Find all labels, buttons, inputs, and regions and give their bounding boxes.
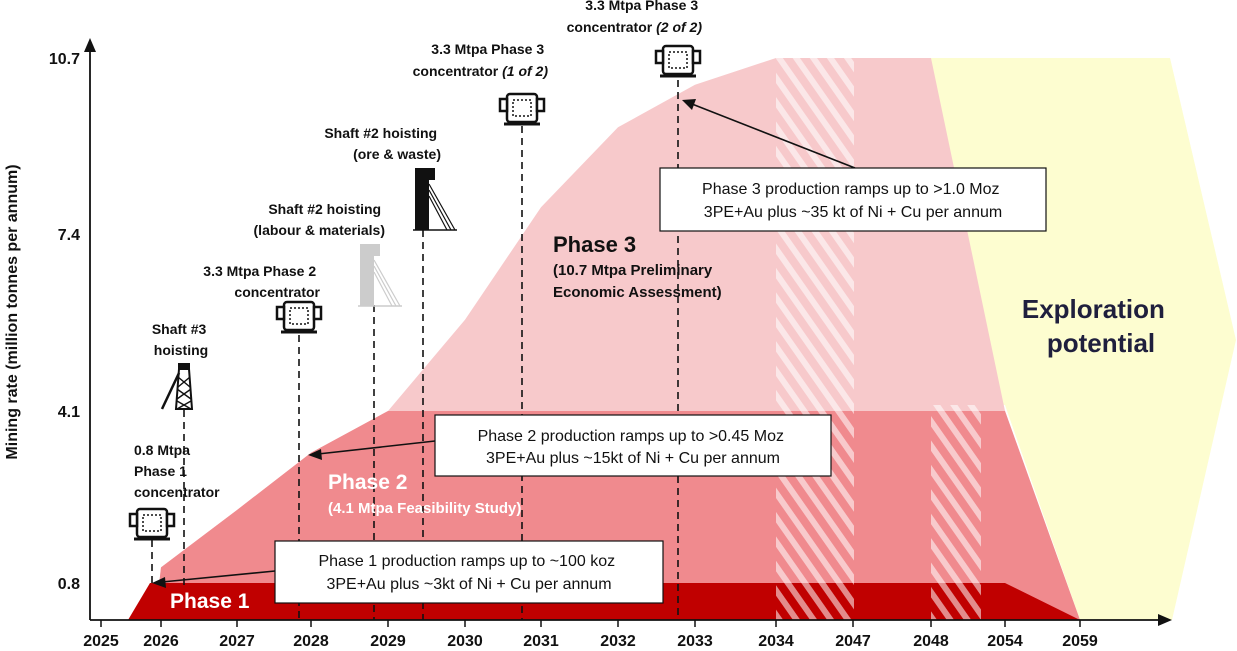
x-axis-arrow (1158, 614, 1172, 626)
milestone-label-phase2-concentrator: 3.3 Mtpa Phase 2 concentrator (203, 263, 320, 300)
callout-arrowhead-phase2 (308, 449, 322, 460)
milestone-icons (128, 44, 702, 541)
x-tick-label: 2028 (293, 633, 329, 650)
x-tick-label: 2047 (835, 633, 871, 650)
svg-text:Phase 2 production ramps up to: Phase 2 production ramps up to >0.45 Moz… (478, 428, 789, 467)
callout-phase3: Phase 3 production ramps up to >1.0 Moz … (659, 167, 1047, 232)
x-tick-label: 2034 (758, 633, 794, 650)
y-tick-label: 10.7 (49, 51, 80, 68)
callout-arrowhead-phase3 (682, 99, 696, 110)
x-tick-label: 2048 (913, 633, 949, 650)
milestone-label-shaft3: Shaft #3 hoisting (152, 321, 210, 358)
x-tick-label: 2027 (219, 633, 255, 650)
headframe-icon (160, 363, 194, 410)
milestone-label-shaft2-labour: Shaft #2 hoisting (labour & materials) (254, 201, 385, 238)
x-tick-label: 2032 (600, 633, 636, 650)
callout-arrow-phase2 (317, 440, 436, 455)
y-axis-arrow (84, 38, 96, 52)
y-axis-label: Mining rate (million tonnes per annum) (4, 164, 21, 459)
y-tick-label: 0.8 (58, 576, 80, 593)
axes (84, 38, 1172, 626)
callout-arrowhead-phase1 (152, 577, 166, 588)
x-tick-label: 2059 (1062, 633, 1098, 650)
callout-arrow-phase1 (161, 570, 276, 583)
x-tick-label: 2031 (523, 633, 559, 650)
milestone-label-phase3-concentrator-1: 3.3 Mtpa Phase 3 concentrator (1 of 2) (413, 41, 549, 79)
milestone-label-phase3-concentrator-2: 3.3 Mtpa Phase 3 concentrator (2 of 2) (567, 0, 703, 35)
concentrator-icon (498, 92, 546, 126)
y-tick-label: 7.4 (58, 227, 80, 244)
milestone-label-shaft2-ore: Shaft #2 hoisting (ore & waste) (324, 125, 441, 162)
callout-phase2: Phase 2 production ramps up to >0.45 Moz… (434, 414, 832, 477)
x-tick-label: 2030 (447, 633, 483, 650)
x-tick-label: 2025 (83, 633, 119, 650)
x-tick-label: 2026 (143, 633, 179, 650)
phase-2-label: Phase 2 (328, 471, 407, 494)
concentrator-icon (128, 507, 176, 541)
timeline-break-hatch (931, 405, 981, 620)
milestone-label-phase1-concentrator: 0.8 Mtpa Phase 1 concentrator (134, 442, 220, 500)
x-tick-label: 2029 (370, 633, 406, 650)
x-tick-label: 2033 (677, 633, 713, 650)
shaft-grey-icon (358, 244, 402, 307)
exploration-label: Exploration potential (1022, 294, 1172, 358)
x-ticks: 2025 2026 2027 2028 2029 2030 2031 2032 2033 2034… (83, 620, 1098, 650)
phase-3-label: Phase 3 (553, 232, 636, 257)
y-ticks: 0.8 4.1 7.4 10.7 (49, 51, 80, 593)
callout-arrows (152, 99, 856, 588)
x-tick-label: 2054 (987, 633, 1023, 650)
shaft-black-icon (413, 168, 457, 231)
phase-3-subtitle: (10.7 Mtpa Preliminary Economic Assessme… (553, 262, 722, 301)
callout-phase1: Phase 1 production ramps up to ~100 koz … (274, 540, 664, 604)
phase-1-label: Phase 1 (170, 590, 250, 613)
svg-text:Phase 1 production ramps up to: Phase 1 production ramps up to ~100 koz … (318, 553, 619, 593)
callout-arrow-phase3 (691, 103, 856, 169)
svg-text:Phase 3 production ramps up to: Phase 3 production ramps up to >1.0 Moz … (702, 181, 1004, 221)
concentrator-icon (654, 44, 702, 78)
y-tick-label: 4.1 (58, 404, 80, 421)
phase-2-subtitle: (4.1 Mtpa Feasibility Study) (328, 500, 521, 517)
concentrator-icon (275, 300, 323, 334)
